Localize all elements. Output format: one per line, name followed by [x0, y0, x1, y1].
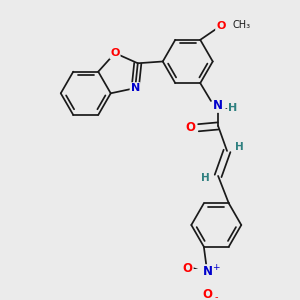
Text: -: - — [224, 103, 228, 113]
Text: O: O — [202, 288, 212, 300]
Text: N: N — [213, 99, 223, 112]
Text: N: N — [130, 83, 140, 93]
Text: H: H — [228, 103, 237, 113]
Text: -: - — [214, 292, 218, 300]
Text: CH₃: CH₃ — [232, 20, 250, 30]
Text: O: O — [216, 21, 226, 31]
Text: +: + — [212, 263, 219, 272]
Text: O: O — [183, 262, 193, 275]
Text: H: H — [201, 173, 210, 183]
Text: H: H — [235, 142, 244, 152]
Text: O: O — [185, 121, 195, 134]
Text: O: O — [110, 48, 120, 58]
Text: N: N — [202, 265, 212, 278]
